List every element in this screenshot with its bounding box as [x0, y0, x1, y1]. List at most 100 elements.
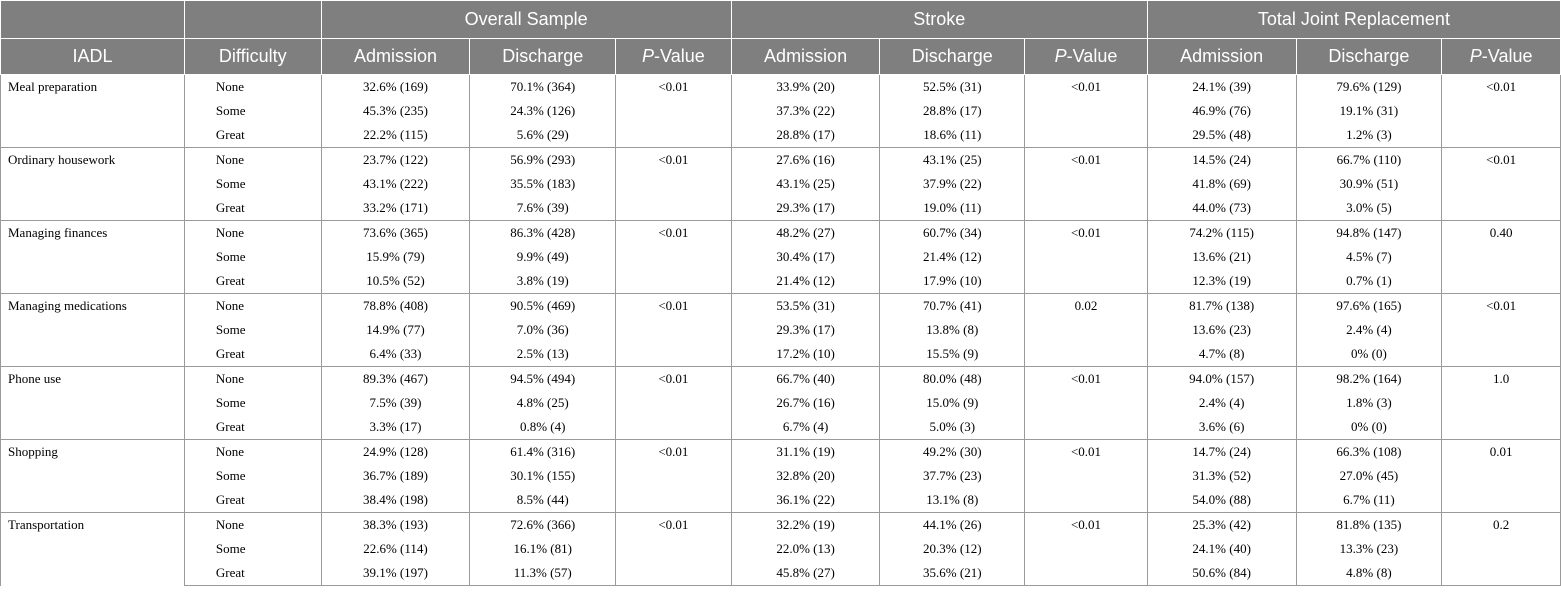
tjr-discharge-cell: 4.5% (7): [1296, 245, 1443, 269]
stroke-discharge-cell: 15.0% (9): [879, 391, 1026, 415]
overall-discharge-cell: 9.9% (49): [469, 245, 617, 269]
stroke-p-value-cell: [1024, 318, 1148, 342]
overall-p-value-cell: [615, 488, 732, 513]
tjr-p-value-cell: [1441, 415, 1561, 440]
table-row: Some 36.7% (189) 30.1% (155) 32.8% (20) 37.7…: [1, 464, 1561, 488]
stroke-discharge-cell: 60.7% (34): [879, 220, 1026, 245]
difficulty-cell: None: [184, 293, 322, 318]
tjr-p-value-cell: [1441, 537, 1561, 561]
overall-discharge-cell: 16.1% (81): [469, 537, 617, 561]
overall-p-value-cell: <0.01: [615, 147, 732, 172]
tjr-p-value-cell: 0.2: [1441, 512, 1561, 537]
table-row: Phone use None 89.3% (467) 94.5% (494) <0.01…: [0, 366, 1561, 440]
overall-discharge-cell: 2.5% (13): [469, 342, 617, 367]
stroke-admission-cell: 53.5% (31): [731, 293, 881, 318]
difficulty-cell: None: [184, 439, 322, 464]
stroke-p-value-cell: <0.01: [1024, 512, 1148, 537]
stroke-p-value-cell: [1024, 391, 1148, 415]
overall-admission-cell: 14.9% (77): [321, 318, 471, 342]
stroke-p-value-cell: [1024, 561, 1148, 586]
stroke-admission-cell: 32.8% (20): [731, 464, 881, 488]
stroke-admission-cell: 45.8% (27): [731, 561, 881, 586]
stroke-discharge-cell: 37.9% (22): [879, 172, 1026, 196]
column-header-p-value: P-Value: [1441, 38, 1561, 75]
tjr-admission-cell: 24.1% (39): [1147, 74, 1297, 99]
difficulty-cell: Great: [184, 488, 322, 513]
iadl-name-cell: Transportation: [0, 512, 185, 586]
stroke-admission-cell: 21.4% (12): [731, 269, 881, 294]
tjr-discharge-cell: 13.3% (23): [1296, 537, 1443, 561]
overall-p-value-cell: [615, 99, 732, 123]
stroke-p-value-cell: <0.01: [1024, 147, 1148, 172]
tjr-discharge-cell: 81.8% (135): [1296, 512, 1443, 537]
overall-p-value-cell: <0.01: [615, 74, 732, 99]
overall-admission-cell: 36.7% (189): [321, 464, 471, 488]
tjr-p-value-cell: [1441, 99, 1561, 123]
table-row: Some 45.3% (235) 24.3% (126) 37.3% (22) 28.8…: [1, 99, 1561, 123]
stroke-discharge-cell: 19.0% (11): [879, 196, 1026, 221]
table-row: Some 7.5% (39) 4.8% (25) 26.7% (16) 15.0% (9…: [1, 391, 1561, 415]
stroke-discharge-cell: 43.1% (25): [879, 147, 1026, 172]
tjr-admission-cell: 13.6% (21): [1147, 245, 1297, 269]
stroke-p-value-cell: <0.01: [1024, 220, 1148, 245]
difficulty-cell: Great: [184, 342, 322, 367]
tjr-admission-cell: 13.6% (23): [1147, 318, 1297, 342]
tjr-admission-cell: 94.0% (157): [1147, 366, 1297, 391]
stroke-admission-cell: 29.3% (17): [731, 318, 881, 342]
tjr-admission-cell: 54.0% (88): [1147, 488, 1297, 513]
column-header-discharge: Discharge: [1295, 38, 1443, 75]
stroke-admission-cell: 30.4% (17): [731, 245, 881, 269]
column-header-discharge: Discharge: [469, 38, 617, 75]
overall-admission-cell: 33.2% (171): [321, 196, 471, 221]
table-row: Transportation None 38.3% (193) 72.6% (366)…: [0, 512, 1561, 586]
column-header-p-value: P-Value: [1024, 38, 1148, 75]
tjr-p-value-cell: 0.40: [1441, 220, 1561, 245]
overall-admission-cell: 10.5% (52): [321, 269, 471, 294]
column-header-iadl: IADL: [0, 38, 185, 75]
tjr-admission-cell: 41.8% (69): [1147, 172, 1297, 196]
stroke-admission-cell: 43.1% (25): [731, 172, 881, 196]
overall-admission-cell: 22.2% (115): [321, 123, 471, 148]
group-header-stroke: Stroke: [730, 0, 1148, 39]
overall-discharge-cell: 35.5% (183): [469, 172, 617, 196]
overall-p-value-cell: [615, 245, 732, 269]
overall-admission-cell: 45.3% (235): [321, 99, 471, 123]
overall-discharge-cell: 86.3% (428): [469, 220, 617, 245]
overall-p-value-cell: [615, 342, 732, 367]
stroke-p-value-cell: [1024, 342, 1148, 367]
stroke-discharge-cell: 28.8% (17): [879, 99, 1026, 123]
iadl-name-cell: Managing finances: [0, 220, 185, 294]
column-header-p-value: P-Value: [615, 38, 732, 75]
tjr-discharge-cell: 66.3% (108): [1296, 439, 1443, 464]
stroke-admission-cell: 29.3% (17): [731, 196, 881, 221]
table-body: Meal preparation None 32.6% (169) 70.1% (36…: [0, 74, 1561, 586]
tjr-p-value-cell: <0.01: [1441, 293, 1561, 318]
stroke-p-value-cell: [1024, 464, 1148, 488]
overall-p-value-cell: [615, 561, 732, 586]
overall-admission-cell: 6.4% (33): [321, 342, 471, 367]
tjr-admission-cell: 14.5% (24): [1147, 147, 1297, 172]
tjr-discharge-cell: 94.8% (147): [1296, 220, 1443, 245]
table-header: Overall Sample Stroke Total Joint Replac…: [0, 0, 1561, 75]
difficulty-cell: None: [184, 147, 322, 172]
stroke-admission-cell: 17.2% (10): [731, 342, 881, 367]
table-row: Some 43.1% (222) 35.5% (183) 43.1% (25) 37.9…: [1, 172, 1561, 196]
table-row: Meal preparation None 32.6% (169) 70.1% (36…: [0, 74, 1561, 148]
difficulty-cell: Some: [184, 99, 322, 123]
tjr-admission-cell: 25.3% (42): [1147, 512, 1297, 537]
stroke-p-value-cell: [1024, 269, 1148, 294]
overall-p-value-cell: [615, 269, 732, 294]
stroke-admission-cell: 26.7% (16): [731, 391, 881, 415]
difficulty-cell: Some: [184, 464, 322, 488]
tjr-admission-cell: 3.6% (6): [1147, 415, 1297, 440]
difficulty-cell: Some: [184, 537, 322, 561]
stroke-p-value-cell: [1024, 99, 1148, 123]
stroke-p-value-cell: [1024, 123, 1148, 148]
overall-admission-cell: 7.5% (39): [321, 391, 471, 415]
column-header-difficulty: Difficulty: [183, 38, 322, 75]
difficulty-cell: Some: [184, 391, 322, 415]
tjr-p-value-cell: [1441, 245, 1561, 269]
stroke-discharge-cell: 5.0% (3): [879, 415, 1026, 440]
tjr-admission-cell: 4.7% (8): [1147, 342, 1297, 367]
stroke-discharge-cell: 13.1% (8): [879, 488, 1026, 513]
